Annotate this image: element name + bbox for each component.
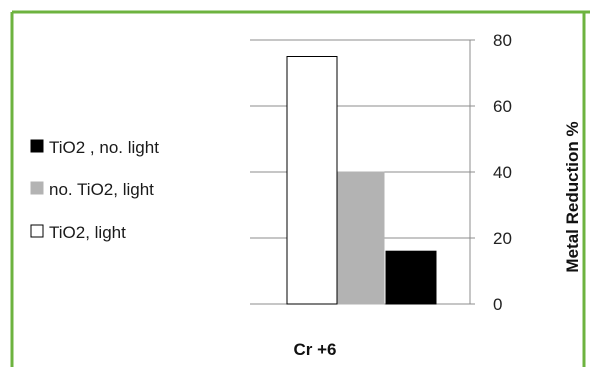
legend-label: no. TiO2, light (49, 180, 154, 199)
category-label: Cr +6 (294, 340, 337, 359)
y-tick-label: 80 (493, 31, 512, 50)
y-tick-label: 20 (493, 229, 512, 248)
y-tick-label: 40 (493, 163, 512, 182)
legend-label: TiO2 , no. light (49, 138, 159, 157)
bar-no-tio2-light (337, 171, 385, 305)
y-tick-label: 60 (493, 97, 512, 116)
legend-swatch (30, 224, 44, 238)
y-axis-title: Metal Reduction % (563, 121, 582, 272)
y-tick-label: 0 (493, 295, 502, 314)
legend-swatch (30, 181, 44, 195)
legend-swatch (30, 139, 44, 153)
bar-tio2-no-light (385, 250, 437, 305)
legend-label: TiO2, light (49, 223, 126, 242)
bar-tio2-light (286, 56, 338, 305)
